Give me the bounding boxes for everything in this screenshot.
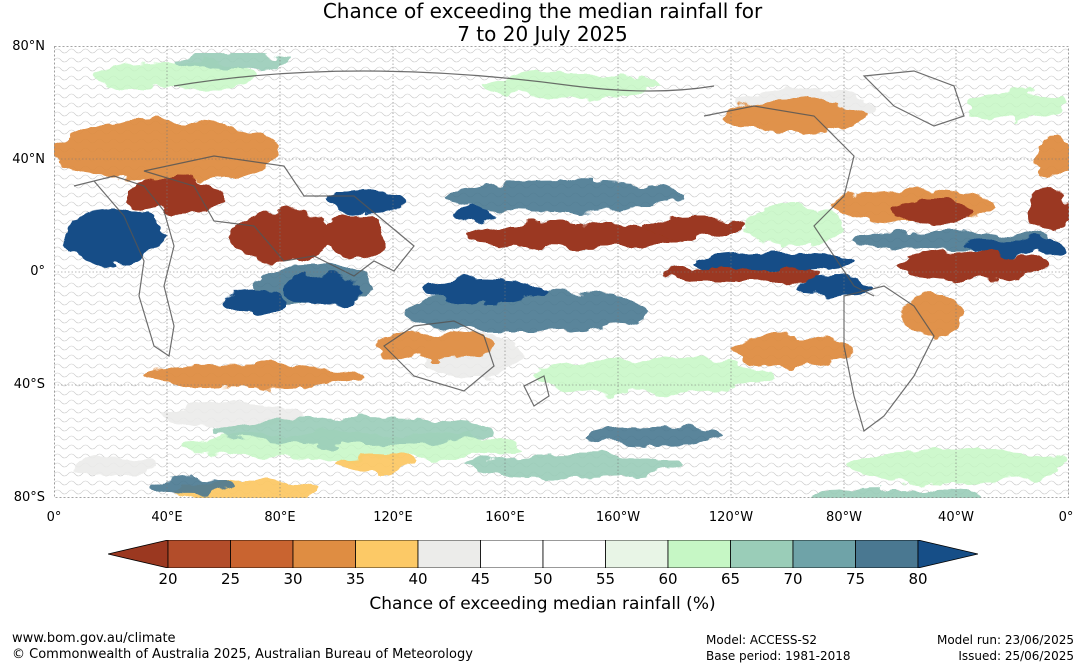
lon-label-0: 0°	[46, 510, 62, 525]
lon-label-0-right: 0°	[1058, 510, 1074, 525]
title-line-1: Chance of exceeding the median rainfall …	[322, 0, 763, 23]
dark-red-patches	[124, 178, 1069, 283]
footer-issued: Issued: 25/06/2025	[958, 649, 1074, 663]
colour-bar-tick-label: 55	[595, 570, 616, 588]
teal-patches	[174, 53, 984, 498]
lon-label-120w: 120°W	[708, 510, 754, 525]
dark-blue-patches	[64, 189, 1064, 313]
footer-copyright: © Commonwealth of Australia 2025, Austra…	[12, 647, 473, 662]
colour-bar-segment	[417, 540, 481, 568]
colour-bar-high-extend	[917, 540, 978, 568]
colour-bar-tick-label: 20	[158, 570, 178, 588]
colour-bar-segment	[667, 540, 731, 568]
footer-model-run: Model run: 23/06/2025	[936, 633, 1074, 647]
colour-bar-segment	[230, 540, 294, 568]
lat-label-40n: 40°N	[12, 152, 45, 167]
colour-bar-segment	[792, 540, 856, 568]
rainfall-probability-map	[54, 46, 1069, 498]
lon-label-40w: 40°W	[938, 510, 974, 525]
colour-bar-tick-label: 70	[783, 570, 803, 588]
lon-label-160e: 160°E	[485, 510, 525, 525]
green-patches	[94, 62, 1064, 482]
probability-fields	[54, 53, 1069, 498]
lat-label-0: 0°	[30, 264, 45, 279]
colour-bar-low-extend	[108, 540, 169, 568]
lon-label-80e: 80°E	[264, 510, 296, 525]
colour-bar-tick-label: 40	[408, 570, 428, 588]
lon-label-40e: 40°E	[151, 510, 183, 525]
lat-label-40s: 40°S	[13, 377, 45, 392]
colour-bar-tick-label: 50	[533, 570, 553, 588]
lat-label-80s: 80°S	[13, 490, 45, 505]
graticule	[54, 46, 1069, 498]
colour-bar-tick-label: 25	[220, 570, 241, 588]
footer-url[interactable]: www.bom.gov.au/climate	[12, 631, 176, 646]
colour-bar-segment	[480, 540, 544, 568]
colour-scale-label: Chance of exceeding median rainfall (%)	[369, 594, 716, 614]
colour-bar-tick-label: 80	[908, 570, 928, 588]
colour-bar-tick-label: 60	[658, 570, 678, 588]
footer-base-period: Base period: 1981-2018	[706, 649, 851, 663]
lon-label-120e: 120°E	[373, 510, 413, 525]
colour-scale-bar	[108, 540, 978, 568]
colour-bar-tick-label: 45	[470, 570, 491, 588]
lat-label-80n: 80°N	[12, 39, 45, 54]
colour-bar-segment	[292, 540, 356, 568]
colour-bar-segment	[167, 540, 231, 568]
colour-bar-segment	[855, 540, 919, 568]
colour-bar-tick-label: 35	[345, 570, 366, 588]
title-line-2: 7 to 20 July 2025	[457, 22, 628, 46]
map-frame	[54, 46, 1069, 498]
colour-bar-segment	[730, 540, 794, 568]
colour-bar-segment	[605, 540, 669, 568]
colour-bar-tick-label: 30	[283, 570, 303, 588]
lon-label-80w: 80°W	[826, 510, 862, 525]
lon-label-160w: 160°W	[595, 510, 641, 525]
coastlines	[73, 70, 965, 433]
map-title: Chance of exceeding the median rainfall …	[0, 0, 1085, 46]
colour-bar-tick-label: 65	[720, 570, 741, 588]
colour-bar-segment	[542, 540, 606, 568]
colour-bar-segment	[355, 540, 419, 568]
footer-model: Model: ACCESS-S2	[706, 633, 818, 647]
colour-bar-tick-label: 75	[845, 570, 866, 588]
